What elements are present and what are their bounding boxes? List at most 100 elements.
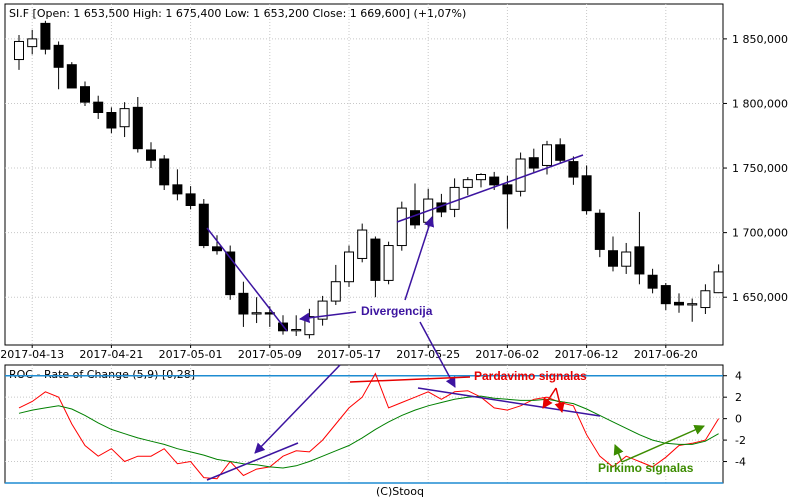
candle xyxy=(357,223,368,263)
candle xyxy=(515,152,526,197)
price-uptrend-line xyxy=(396,154,584,223)
candle-body xyxy=(555,144,566,161)
candle xyxy=(396,201,407,251)
candle-body xyxy=(132,106,143,150)
candle xyxy=(344,245,354,287)
candle xyxy=(225,245,236,300)
candle xyxy=(449,178,460,218)
candle xyxy=(27,29,38,55)
candle-body xyxy=(291,329,302,332)
candle-body xyxy=(317,300,328,320)
candle xyxy=(330,264,341,305)
candle-body xyxy=(542,144,552,166)
candle xyxy=(66,62,77,89)
roc-signal-line xyxy=(18,395,719,469)
roc-ytick-label: -2 xyxy=(735,434,746,447)
candle xyxy=(462,177,473,196)
price-downtrend-line xyxy=(206,227,288,332)
candle xyxy=(608,236,618,272)
candle-body xyxy=(198,203,209,247)
x-tick-label: 2017-06-02 xyxy=(475,348,539,361)
candle xyxy=(198,199,209,249)
candle-body xyxy=(344,251,354,283)
candle-body xyxy=(185,193,196,206)
x-tick-label: 2017-05-01 xyxy=(159,348,223,361)
candle-body xyxy=(159,158,170,186)
candle-body xyxy=(674,301,684,306)
candle-body xyxy=(634,246,645,275)
candle-body xyxy=(687,303,698,306)
candle xyxy=(647,268,658,294)
candle xyxy=(251,297,262,324)
candle xyxy=(555,138,566,163)
price-ytick-label: 1 800,000 xyxy=(732,97,788,110)
candle xyxy=(212,235,222,255)
candle-body xyxy=(383,245,394,281)
candle xyxy=(634,211,645,285)
candle-body xyxy=(93,101,104,113)
divergence-arrow-up xyxy=(404,216,435,301)
candle xyxy=(581,165,592,215)
candle-body xyxy=(608,250,618,267)
candle xyxy=(119,102,130,138)
x-tick-label: 2017-05-25 xyxy=(396,348,460,361)
candle xyxy=(621,242,632,274)
price-ytick-label: 1 850,000 xyxy=(732,33,788,46)
candle xyxy=(700,284,711,314)
candle-body xyxy=(106,112,117,129)
roc-panel xyxy=(4,364,724,484)
candle xyxy=(132,97,143,153)
roc-title: ROC - Rate of Change (5,9) [0,28] xyxy=(9,368,195,381)
sell-trend-line xyxy=(349,376,471,383)
x-tick-label: 2017-04-21 xyxy=(79,348,143,361)
price-panel xyxy=(4,3,724,346)
candle-body xyxy=(462,179,473,188)
candle-body xyxy=(410,210,420,226)
candle xyxy=(674,293,684,313)
candle xyxy=(93,95,104,119)
candle xyxy=(159,155,170,190)
candle xyxy=(542,140,552,175)
candle-body xyxy=(502,184,513,195)
candle-body xyxy=(621,251,632,267)
candle xyxy=(568,156,579,185)
candle-body xyxy=(330,281,341,302)
x-tick-label: 2017-04-13 xyxy=(0,348,64,361)
candle xyxy=(317,295,328,326)
buy-arrow-2 xyxy=(621,424,705,463)
candle-body xyxy=(515,158,526,192)
buy-signals-label: Pirkimo signalas xyxy=(598,461,694,475)
candle xyxy=(687,298,698,322)
footer-copyright: (C)Stooq xyxy=(376,485,424,498)
candle-body xyxy=(304,316,315,336)
annotation-layer: Divergencija Pardavimo signalas Pirkimo … xyxy=(206,154,705,481)
candle-body xyxy=(238,292,249,315)
candle-body xyxy=(172,184,183,195)
candle-body xyxy=(476,174,486,181)
roc-ytick-label: 2 xyxy=(735,391,742,404)
candle-body xyxy=(225,251,236,296)
roc-ytick-label: -4 xyxy=(735,456,746,469)
roc-line xyxy=(18,372,720,480)
candle-body xyxy=(66,64,77,89)
x-tick-label: 2017-05-09 xyxy=(238,348,302,361)
candle-body xyxy=(700,290,711,309)
buy-arrow-1 xyxy=(613,444,624,463)
candle-body xyxy=(14,40,24,61)
candle-body xyxy=(528,157,539,169)
candle xyxy=(502,175,513,229)
candle-body xyxy=(713,271,724,294)
price-header: SI.F [Open: 1 653,500 High: 1 675,400 Lo… xyxy=(9,7,466,20)
candle-body xyxy=(489,176,500,186)
candle-body xyxy=(212,246,222,252)
divergence-arrow-down-left xyxy=(254,364,341,454)
candle-body xyxy=(146,149,156,161)
roc-uptrend-line xyxy=(206,442,299,481)
price-ytick-label: 1 750,000 xyxy=(732,162,788,175)
sell-arrow-1 xyxy=(542,387,557,409)
x-tick-label: 2017-06-12 xyxy=(555,348,619,361)
candle-body xyxy=(647,274,658,289)
candle-body xyxy=(594,212,605,250)
